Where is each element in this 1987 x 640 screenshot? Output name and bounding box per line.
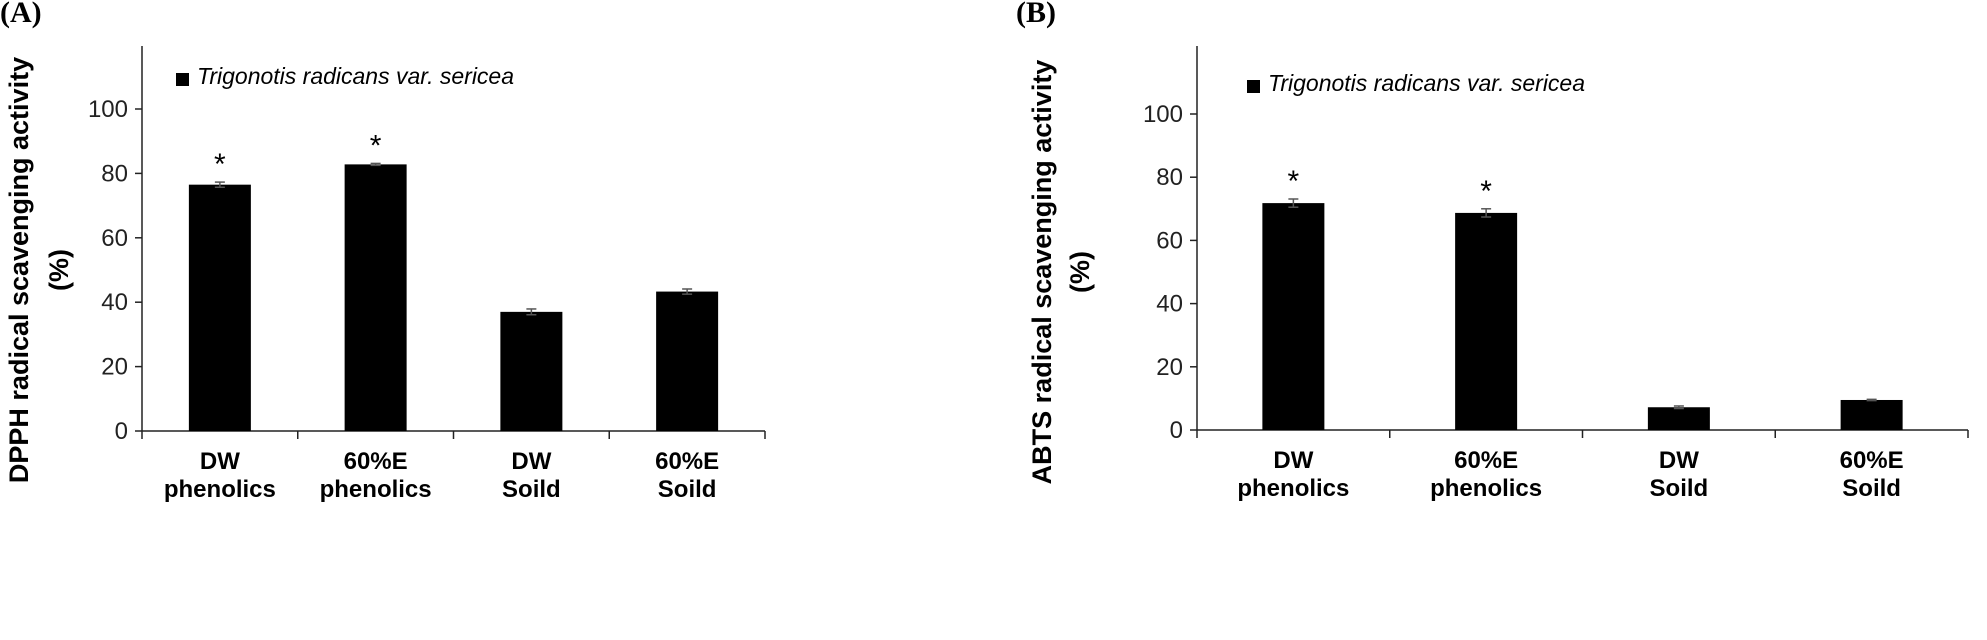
panel-label: (B) [1016, 0, 1056, 29]
legend-swatch [176, 73, 189, 86]
x-tick-label: 60%E [655, 448, 719, 475]
bar [344, 164, 407, 431]
y-tick-label: 80 [101, 160, 128, 187]
y-axis-label: ABTS radical scavenging activity [1027, 60, 1057, 485]
y-tick-label: 60 [101, 225, 128, 252]
x-tick-label: DW [511, 448, 551, 475]
significance-marker: * [1288, 165, 1300, 198]
x-tick-label: Soild [1842, 475, 1901, 502]
panel-label: (A) [0, 0, 42, 29]
bar [1647, 407, 1710, 430]
x-tick-label: DW [1273, 447, 1313, 474]
x-tick-label: Soild [1650, 475, 1709, 502]
y-tick-label: 100 [1143, 101, 1183, 128]
y-tick-label: 100 [88, 96, 128, 123]
bar [500, 311, 563, 431]
y-tick-label: 20 [101, 354, 128, 381]
y-tick-label: 80 [1156, 164, 1183, 191]
bar [1455, 212, 1518, 430]
x-tick-label: 60%E [1840, 447, 1904, 474]
legend-swatch [1247, 80, 1260, 93]
y-axis-label-unit: (%) [1065, 251, 1095, 293]
y-axis-label-unit: (%) [44, 249, 74, 291]
x-tick-label: Soild [658, 476, 717, 503]
y-tick-label: 40 [101, 289, 128, 316]
x-tick-label: 60%E [344, 448, 408, 475]
legend-label: Trigonotis radicans var. sericea [197, 63, 514, 89]
x-tick-label: Soild [502, 476, 561, 503]
bar [1262, 203, 1325, 430]
y-tick-label: 0 [1170, 417, 1183, 444]
x-tick-label: phenolics [320, 476, 432, 503]
y-tick-label: 20 [1156, 354, 1183, 381]
x-tick-label: phenolics [1237, 475, 1349, 502]
bar [188, 184, 251, 431]
y-axis-label: DPPH radical scavenging activity [4, 57, 34, 483]
bar [656, 291, 719, 431]
x-tick-label: DW [200, 448, 240, 475]
x-tick-label: DW [1659, 447, 1699, 474]
y-tick-label: 0 [115, 418, 128, 445]
significance-marker: * [1480, 175, 1492, 208]
x-tick-label: phenolics [164, 476, 276, 503]
x-tick-label: phenolics [1430, 475, 1542, 502]
y-tick-label: 60 [1156, 227, 1183, 254]
legend-label: Trigonotis radicans var. sericea [1268, 70, 1585, 96]
significance-marker: * [370, 129, 382, 162]
x-tick-label: 60%E [1454, 447, 1518, 474]
significance-marker: * [214, 148, 226, 181]
bar [1840, 399, 1903, 430]
y-tick-label: 40 [1156, 291, 1183, 318]
